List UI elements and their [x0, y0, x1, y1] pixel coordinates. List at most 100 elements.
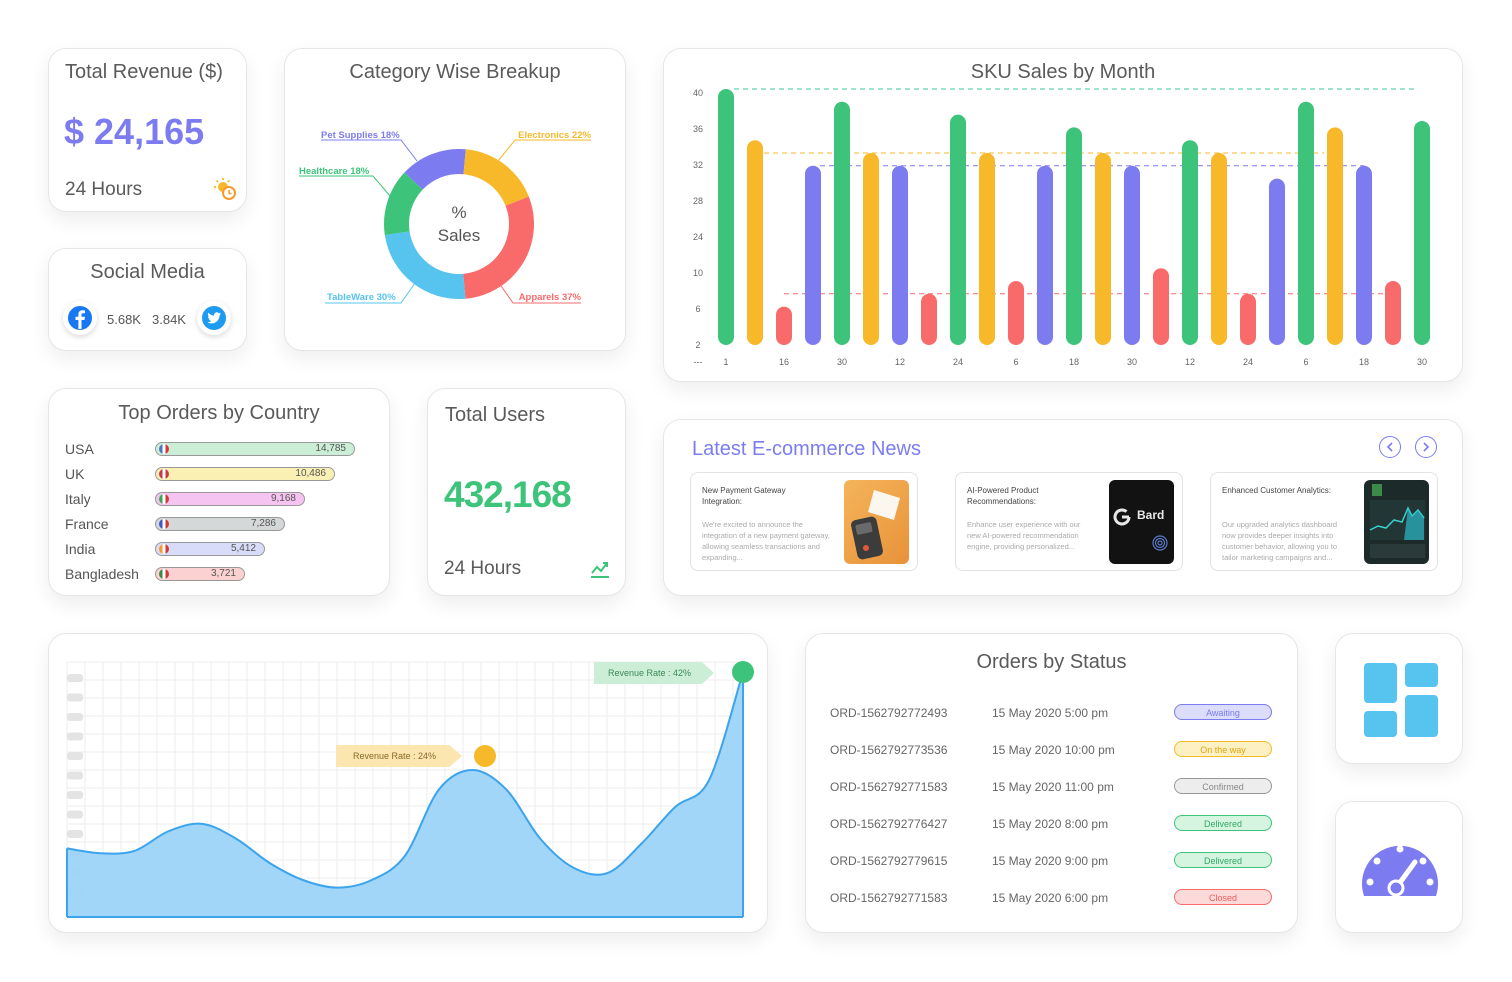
- y-axis-marker: [67, 830, 83, 838]
- widgets-button[interactable]: [1335, 633, 1463, 764]
- y-axis-marker: [67, 810, 83, 819]
- sku-bar: [1240, 293, 1256, 345]
- sku-bar: [921, 293, 937, 345]
- status-badge: Delivered: [1174, 852, 1272, 868]
- sku-bar: [747, 140, 763, 345]
- sku-bar: [1211, 153, 1227, 345]
- news-item-title: AI-Powered Product Recommendations:: [967, 486, 1039, 506]
- category-card: Category Wise Breakup % Sales Pet Suppli…: [284, 48, 626, 351]
- order-id: ORD-1562792771583: [830, 891, 948, 905]
- x-tick-label: 30: [837, 357, 847, 367]
- order-id: ORD-1562792771583: [830, 780, 948, 794]
- facebook-count: 5.68K: [107, 312, 141, 327]
- news-item-title: Enhanced Customer Analytics:: [1222, 486, 1331, 495]
- revenue-period: 24 Hours: [65, 179, 143, 200]
- sku-bar: [1037, 165, 1053, 345]
- x-tick-label: 30: [1417, 357, 1427, 367]
- dashboard-grid-icon: [1364, 663, 1438, 737]
- category-title: Category Wise Breakup: [349, 61, 561, 83]
- users-value: 432,168: [444, 474, 572, 515]
- label-pet-supplies: Pet Supplies 18%: [321, 130, 400, 141]
- mid-point-marker[interactable]: [474, 745, 496, 767]
- news-item-body: Our upgraded analytics dashboard now pro…: [1222, 520, 1338, 562]
- news-prev-button[interactable]: [1379, 436, 1401, 458]
- facebook-icon: [68, 306, 92, 330]
- sku-bar: [1095, 153, 1111, 345]
- y-axis-marker: [67, 771, 83, 780]
- status-badge: Delivered: [1174, 815, 1272, 831]
- news-next-button[interactable]: [1415, 436, 1437, 458]
- news-item-body: We're excited to announce the integratio…: [702, 520, 830, 562]
- order-date: 15 May 2020 8:00 pm: [992, 817, 1109, 831]
- order-id: ORD-1562792779615: [830, 854, 948, 868]
- order-id: ORD-1562792776427: [830, 817, 948, 831]
- country-name: France: [65, 516, 109, 532]
- analytics-dashboard-icon: [1369, 484, 1425, 558]
- order-date: 15 May 2020 11:00 pm: [992, 780, 1114, 794]
- country-flag-icon: [159, 469, 169, 479]
- orders-status-title: Orders by Status: [976, 651, 1127, 673]
- sku-bar: [1356, 165, 1372, 345]
- country-name: USA: [65, 441, 94, 457]
- sku-bar: [1008, 281, 1024, 345]
- peak-point-marker[interactable]: [732, 661, 754, 683]
- y-tick-label: 28: [693, 196, 703, 206]
- country-flag-icon: [159, 494, 169, 504]
- country-value: 14,785: [315, 443, 346, 454]
- sku-bar: [1182, 140, 1198, 345]
- x-tick-label: 12: [895, 357, 905, 367]
- news-thumb-analytics: [1364, 480, 1429, 564]
- sku-bar: [1066, 127, 1082, 346]
- country-value: 3,721: [210, 568, 236, 579]
- country-flag-icon: [159, 569, 169, 579]
- x-tick-label: 30: [1127, 357, 1137, 367]
- country-value: 7,286: [250, 518, 276, 529]
- news-item-payment[interactable]: New Payment Gateway Integration: We're e…: [690, 472, 918, 571]
- country-value: 5,412: [230, 543, 256, 554]
- revenue-rate-card: Revenue Rate : 42% Revenue Rate : 24%: [48, 633, 768, 933]
- y-tick-label: 36: [693, 124, 703, 134]
- revenue-rate-mid-text: Revenue Rate : 24%: [353, 751, 437, 761]
- fingerprint-icon: [1152, 535, 1168, 551]
- orders-country-card: Top Orders by Country USA 14,785 UK 10,486 I…: [48, 388, 390, 596]
- y-axis-marker: [67, 752, 83, 760]
- speedometer-button[interactable]: [1335, 801, 1463, 933]
- google-g-icon: [1113, 508, 1131, 526]
- twitter-icon: [202, 306, 226, 330]
- sku-bar: [1327, 127, 1343, 346]
- category-donut-chart: % Sales Pet Supplies 18% Electronics 22%…: [299, 130, 592, 304]
- sku-bar: [1298, 101, 1314, 345]
- y-axis-marker: [67, 674, 83, 682]
- area-line: [66, 671, 744, 889]
- y-axis-marker: [67, 693, 83, 702]
- news-item-analytics[interactable]: Enhanced Customer Analytics: Our upgrade…: [1210, 472, 1438, 571]
- status-badge: Confirmed: [1174, 778, 1272, 794]
- status-badge: Closed: [1174, 889, 1272, 905]
- order-date: 15 May 2020 5:00 pm: [992, 706, 1109, 720]
- social-title: Social Media: [90, 261, 205, 283]
- x-tick-label: 24: [953, 357, 963, 367]
- revenue-rate-high-label: Revenue Rate : 42%: [594, 662, 714, 684]
- chevron-right-icon: [1423, 442, 1430, 452]
- y-tick-label: 10: [693, 268, 703, 278]
- total-users-card: Total Users 432,168 24 Hours: [427, 388, 626, 596]
- x-tick-label: 6: [1303, 357, 1308, 367]
- bard-label: Bard: [1137, 508, 1165, 522]
- y-tick-label: 24: [693, 232, 703, 242]
- news-item-title: New Payment Gateway Integration:: [702, 486, 786, 506]
- revenue-rate-mid-label: Revenue Rate : 24%: [336, 745, 462, 767]
- twitter-button[interactable]: [197, 301, 231, 335]
- donut-slice-electronics: [463, 149, 529, 206]
- country-name: Italy: [65, 491, 91, 507]
- sku-bar: [805, 165, 821, 345]
- orders-status-card: Orders by Status ORD-1562792772493 15 May…: [805, 633, 1298, 933]
- x-tick-label: ---: [694, 357, 703, 367]
- label-apparels: Apparels 37%: [519, 292, 582, 303]
- revenue-rate-area-chart: [66, 661, 754, 918]
- news-card: Latest E-commerce News New Payment Gatew…: [663, 419, 1463, 596]
- news-item-ai[interactable]: AI-Powered Product Recommendations: Enha…: [955, 472, 1183, 571]
- sku-sales-card: SKU Sales by Month 2 6 10 24 28 32 36 40 --- 1 16 3…: [663, 48, 1463, 382]
- card-terminal-icon: [851, 490, 900, 560]
- facebook-button[interactable]: [63, 301, 97, 335]
- country-flag-icon: [159, 519, 169, 529]
